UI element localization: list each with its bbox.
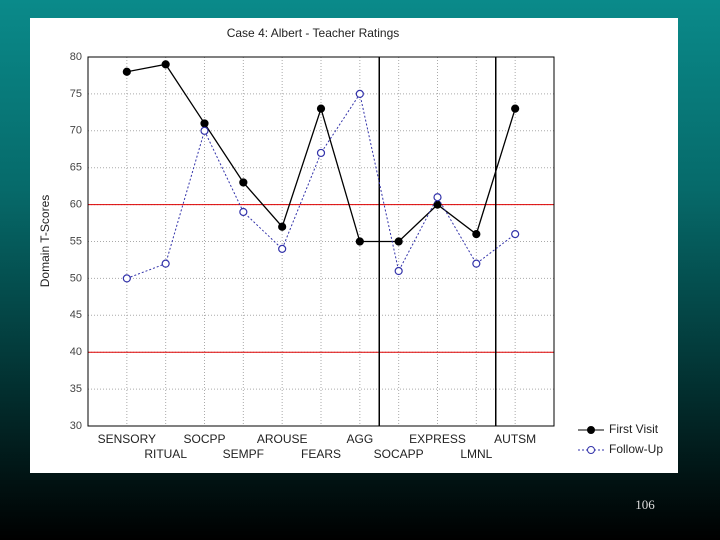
data-point bbox=[161, 259, 170, 268]
x-tick-label: AROUSE bbox=[257, 432, 308, 446]
data-point bbox=[511, 104, 520, 113]
y-tick-label: 65 bbox=[70, 162, 82, 174]
series-line bbox=[126, 92, 516, 279]
data-point bbox=[122, 67, 131, 76]
legend-marker bbox=[587, 426, 595, 434]
legend-label: First Visit bbox=[609, 422, 659, 436]
plot-frame bbox=[87, 56, 555, 427]
legend-marker bbox=[587, 446, 595, 454]
y-tick-label: 75 bbox=[70, 88, 82, 100]
x-tick-label: RITUAL bbox=[144, 447, 187, 461]
page-number: 106 bbox=[635, 497, 655, 512]
data-point bbox=[239, 207, 248, 217]
x-tick-label: SENSORY bbox=[98, 432, 156, 446]
x-tick-label: SOCAPP bbox=[374, 447, 424, 461]
y-tick-label: 45 bbox=[70, 309, 82, 321]
y-tick-label: 50 bbox=[70, 272, 82, 284]
x-tick-label: LMNL bbox=[460, 447, 492, 461]
data-point bbox=[355, 89, 364, 99]
data-point bbox=[355, 237, 364, 246]
y-tick-label: 35 bbox=[70, 383, 82, 395]
data-point bbox=[200, 119, 209, 128]
y-tick-label: 80 bbox=[70, 51, 82, 63]
x-tick-label: FEARS bbox=[301, 447, 341, 461]
data-point bbox=[316, 148, 326, 158]
data-point bbox=[472, 259, 481, 268]
data-point bbox=[433, 193, 442, 202]
data-point bbox=[394, 266, 403, 276]
x-tick-label: SEMPF bbox=[223, 447, 264, 461]
data-point bbox=[316, 104, 326, 113]
x-tick-label: SOCPP bbox=[183, 432, 225, 446]
chart-title: Case 4: Albert - Teacher Ratings bbox=[227, 26, 400, 40]
data-point bbox=[200, 126, 209, 135]
legend-label: Follow-Up bbox=[609, 442, 663, 456]
x-tick-label: AGG bbox=[346, 432, 373, 446]
data-point bbox=[511, 230, 520, 239]
x-tick-label: EXPRESS bbox=[409, 432, 466, 446]
y-tick-label: 55 bbox=[70, 235, 82, 247]
data-point bbox=[278, 222, 287, 231]
data-point bbox=[161, 60, 170, 69]
data-point bbox=[394, 237, 403, 246]
y-tick-label: 70 bbox=[70, 125, 82, 137]
chart-panel bbox=[30, 18, 678, 473]
y-tick-label: 40 bbox=[70, 346, 82, 358]
data-point bbox=[122, 274, 131, 283]
data-point bbox=[278, 244, 287, 253]
data-point bbox=[239, 178, 248, 187]
data-point bbox=[472, 230, 481, 239]
y-tick-label: 30 bbox=[70, 420, 82, 432]
x-tick-label: AUTSM bbox=[494, 432, 536, 446]
y-axis-label: Domain T-Scores bbox=[38, 195, 52, 287]
y-tick-label: 60 bbox=[70, 199, 82, 211]
